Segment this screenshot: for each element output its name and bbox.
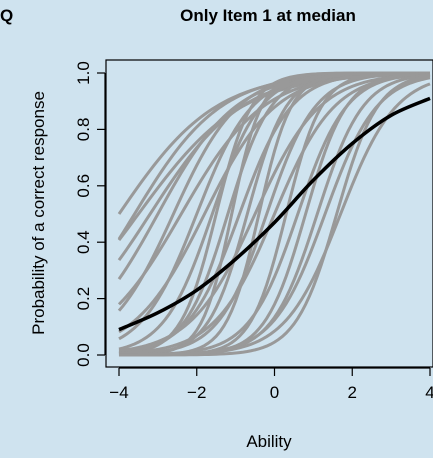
x-tick-label: 4 bbox=[425, 383, 433, 402]
y-tick-label: 0.4 bbox=[74, 230, 93, 254]
item-curve-17 bbox=[118, 72, 431, 353]
item-curve-27 bbox=[118, 82, 431, 357]
y-tick-label: 1.0 bbox=[74, 61, 93, 85]
x-axis-label: Ability bbox=[246, 432, 292, 451]
curves-group bbox=[117, 71, 431, 357]
item-curve-9 bbox=[118, 71, 431, 341]
x-tick-label: 0 bbox=[270, 383, 279, 402]
item-curve-1 bbox=[118, 96, 431, 332]
x-tick-label: −4 bbox=[109, 383, 128, 402]
x-tick-label: 2 bbox=[348, 383, 357, 402]
panel-label: Q bbox=[0, 6, 14, 25]
plot-frame bbox=[105, 59, 433, 368]
axes-group: −4 −2 0 2 4 0.0 0.2 0.4 0.6 0.8 1.0 bbox=[74, 61, 433, 402]
y-tick-label: 0.0 bbox=[74, 343, 93, 367]
y-axis-label: Probability of a correct response bbox=[29, 91, 48, 335]
x-tick-label: −2 bbox=[187, 383, 206, 402]
chart-title: Only Item 1 at median bbox=[180, 6, 356, 25]
item-curve-20 bbox=[118, 73, 431, 355]
y-tick-label: 0.8 bbox=[74, 118, 93, 142]
y-tick-label: 0.6 bbox=[74, 174, 93, 198]
y-tick-label: 0.2 bbox=[74, 287, 93, 311]
